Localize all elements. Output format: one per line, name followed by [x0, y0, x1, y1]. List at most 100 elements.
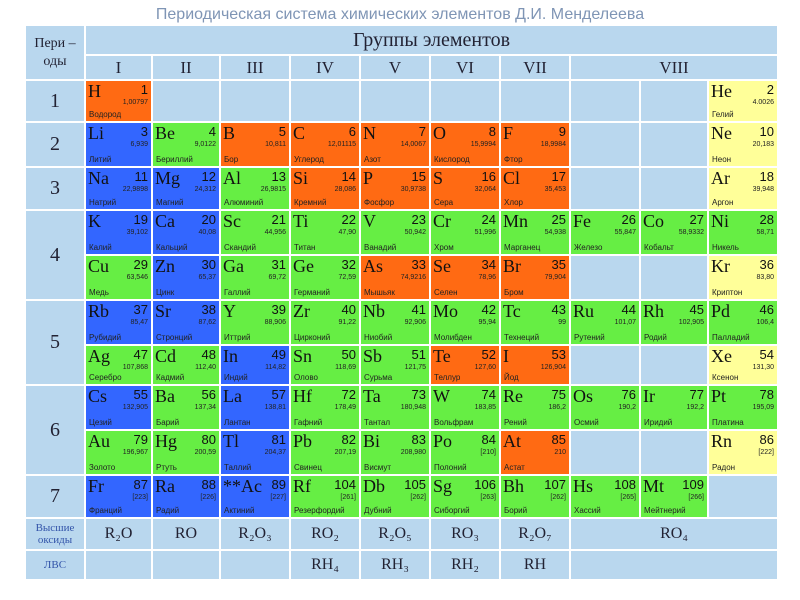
element-number: 52	[481, 347, 496, 362]
element-symbol: Xe	[711, 346, 732, 366]
element-mass: 204,37	[264, 449, 286, 456]
element-mass: 50,942	[404, 229, 426, 236]
hydrides-label: ЛВС	[25, 550, 85, 580]
element-cell: Mo 42 95,94 Молибден	[430, 300, 500, 345]
element-mass: 85,47	[130, 319, 148, 326]
element-symbol: Bi	[363, 431, 381, 451]
element-mass: 137,34	[194, 404, 216, 411]
element-mass: [226]	[200, 494, 216, 501]
element-mass: 132,905	[122, 404, 148, 411]
element-name: Радий	[156, 506, 180, 515]
element-mass: 30,9738	[400, 186, 426, 193]
element-symbol: Cr	[433, 211, 451, 231]
element-mass: 78,96	[478, 274, 496, 281]
element-name: Хром	[434, 243, 454, 252]
element-number: 80	[201, 432, 216, 447]
element-number: 77	[689, 387, 704, 402]
element-name: Вольфрам	[434, 418, 474, 427]
element-mass: 20,183	[752, 141, 774, 148]
element-cell: Hs 108 [265] Хассий	[570, 475, 640, 518]
element-cell: Hf 72 178,49 Гафний	[290, 385, 360, 430]
element-mass: 6,939	[130, 141, 148, 148]
element-symbol: Tc	[503, 301, 521, 321]
element-name: Азот	[364, 155, 381, 164]
empty-cell	[570, 167, 640, 210]
element-number: 86	[759, 432, 774, 447]
empty-cell	[290, 80, 360, 122]
element-number: 14	[341, 169, 356, 184]
element-cell: Ca 20 40,08 Кальций	[152, 210, 220, 255]
element-cell: N 7 14,0067 Азот	[360, 122, 430, 167]
element-number: 1	[140, 82, 148, 97]
element-cell: Sg 106 [263] Сиборгий	[430, 475, 500, 518]
element-symbol: Au	[88, 431, 110, 451]
element-name: Йод	[504, 373, 519, 382]
element-cell: Tl 81 204,37 Таллий	[220, 430, 290, 475]
element-name: Палладий	[712, 333, 750, 342]
element-name: Золото	[89, 463, 116, 472]
element-mass: 99	[558, 319, 566, 326]
element-mass: 47,90	[338, 229, 356, 236]
element-cell: In 49 114,82 Индий	[220, 345, 290, 385]
element-symbol: Be	[155, 123, 175, 143]
element-symbol: Tl	[223, 431, 239, 451]
element-name: Селен	[434, 288, 458, 297]
element-name: Висмут	[364, 463, 392, 472]
element-number: 45	[689, 302, 704, 317]
element-name: Криптон	[712, 288, 743, 297]
element-symbol: Ra	[155, 476, 175, 496]
element-name: Сурьма	[364, 373, 393, 382]
element-cell: Au 79 196,967 Золото	[85, 430, 152, 475]
element-name: Магний	[156, 198, 184, 207]
element-number: 54	[759, 347, 774, 362]
element-cell: Cu 29 63,546 Медь	[85, 255, 152, 300]
element-cell: Te 52 127,60 Теллур	[430, 345, 500, 385]
element-mass: 88,906	[264, 319, 286, 326]
element-name: Цирконий	[294, 333, 331, 342]
element-cell: Re 75 186,2 Рений	[500, 385, 570, 430]
element-number: 50	[341, 347, 356, 362]
element-cell: H 1 1,00797 Водород	[85, 80, 152, 122]
hydrides-formula	[220, 550, 290, 580]
element-symbol: Mo	[433, 301, 459, 321]
element-mass: [222]	[758, 449, 774, 456]
element-number: 75	[551, 387, 566, 402]
element-number: 24	[481, 212, 496, 227]
group-label: VI	[430, 55, 500, 80]
element-mass: 58,71	[756, 229, 774, 236]
element-cell: Ta 73 180,948 Тантал	[360, 385, 430, 430]
period-label: 6	[25, 385, 85, 475]
element-cell: Mt 109 [266] Мейтнерий	[640, 475, 708, 518]
element-cell: Ti 22 47,90 Титан	[290, 210, 360, 255]
group-label: III	[220, 55, 290, 80]
element-cell: Mg 12 24,312 Магний	[152, 167, 220, 210]
element-symbol: Cu	[88, 256, 110, 276]
element-cell: Hg 80 200,59 Ртуть	[152, 430, 220, 475]
empty-cell	[640, 80, 708, 122]
element-mass: 58,9332	[678, 229, 704, 236]
element-mass: 39,948	[752, 186, 774, 193]
oxides-formula: RO₄	[570, 518, 778, 550]
element-cell: Y 39 88,906 Иттрий	[220, 300, 290, 345]
element-number: 46	[759, 302, 774, 317]
element-mass: 12,01115	[327, 141, 356, 148]
element-cell: Cr 24 51,996 Хром	[430, 210, 500, 255]
element-name: Рений	[504, 418, 527, 427]
element-cell: S 16 32,064 Сера	[430, 167, 500, 210]
element-cell: Pb 82 207,19 Свинец	[290, 430, 360, 475]
element-mass: 95,94	[478, 319, 496, 326]
element-mass: 9,0122	[194, 141, 216, 148]
element-symbol: La	[223, 386, 242, 406]
element-number: 105	[404, 477, 426, 492]
element-number: 33	[411, 257, 426, 272]
element-name: Теллур	[434, 373, 461, 382]
element-number: 81	[271, 432, 286, 447]
period-label: 4	[25, 210, 85, 300]
group-label: V	[360, 55, 430, 80]
element-name: Астат	[504, 463, 525, 472]
element-name: Марганец	[504, 243, 541, 252]
element-cell: Kr 36 83,80 Криптон	[708, 255, 778, 300]
element-symbol: I	[503, 346, 509, 366]
element-mass: 127,60	[474, 364, 496, 371]
period-label: 2	[25, 122, 85, 167]
